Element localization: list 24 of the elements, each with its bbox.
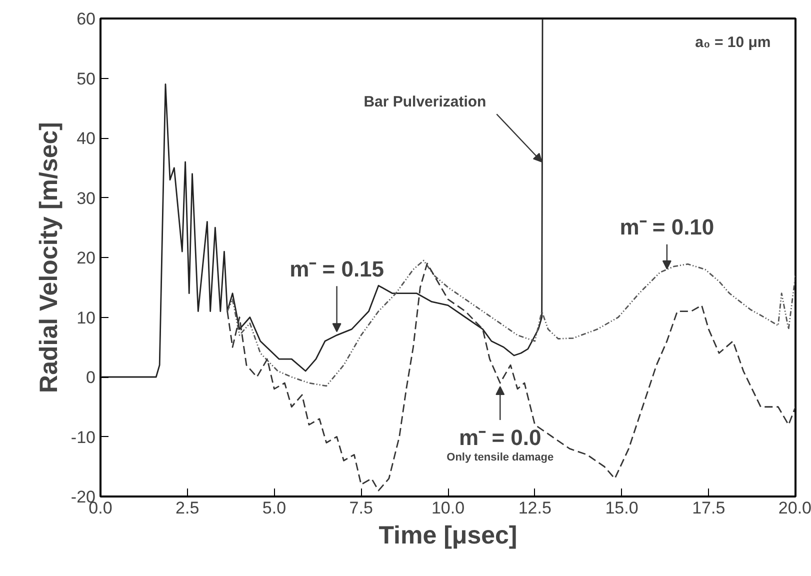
y-axis-title: Radial Velocity [m/sec] [34,122,63,393]
x-tick-label: 15.0 [605,498,638,518]
x-tick-label: 2.5 [176,498,200,518]
y-tick-label: 50 [76,69,96,88]
y-tick-label: 40 [76,129,96,148]
y-tick-label: 30 [76,188,96,208]
x-tick-label: 5.0 [262,498,286,518]
annotation: a₀ = 10 μm [695,34,771,51]
x-tick-label: 10.0 [431,498,465,518]
y-tick-label: -10 [70,428,96,447]
y-tick-label: 0 [86,368,96,387]
x-tick-label: 12.5 [518,498,552,518]
y-tick-label: 10 [76,308,96,328]
x-tick-label: 7.5 [349,498,373,518]
annotation: m⁻ = 0.15 [290,256,384,282]
annotation: m⁻ = 0.10 [620,214,714,240]
x-tick-label: 17.5 [692,498,726,518]
annotation: m⁻ = 0.0 [459,424,542,450]
annotation: Bar Pulverization [364,94,486,111]
x-axis-title: Time [μsec] [378,522,518,550]
y-tick-label: 20 [76,248,96,268]
y-tick-label: 60 [76,10,96,28]
x-tick-label: 20.0 [778,498,811,518]
annotation: Only tensile damage [446,452,554,464]
